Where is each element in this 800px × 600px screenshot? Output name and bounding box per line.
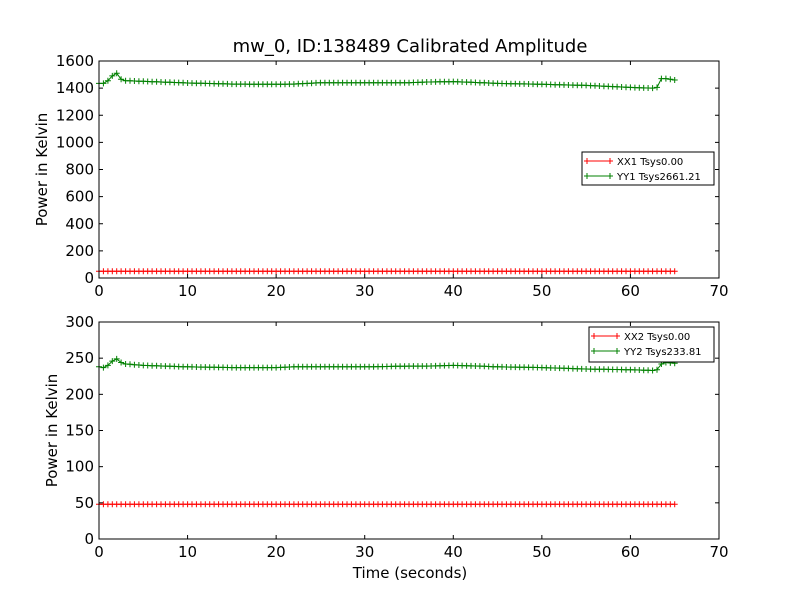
y-tick-label: 0 xyxy=(84,269,94,287)
y-tick-label: 600 xyxy=(65,188,94,206)
data-point xyxy=(654,84,660,91)
y-axis-label: Power in Kelvin xyxy=(43,374,61,488)
y-tick-label: 0 xyxy=(84,530,94,548)
legend: XX2 Tsys0.00 YY2 Tsys233.81 xyxy=(588,326,715,363)
data-point xyxy=(104,362,111,369)
legend-marker xyxy=(584,173,590,179)
legend-label: YY1 Tsys2661.21 xyxy=(616,172,701,183)
x-tick-label: 0 xyxy=(94,543,104,561)
x-tick-label: 50 xyxy=(532,543,551,561)
data-point xyxy=(671,77,678,83)
top-subplot: 0 10 20 30 40 50 60 70 0 200 400 600 800 1000 1200 1400… xyxy=(33,52,729,300)
bottom-subplot: 0 10 20 30 40 50 60 70 0 50 100 150 200 250 300 Power i… xyxy=(43,313,729,561)
series-2 xyxy=(96,70,678,92)
legend-label: YY2 Tsys233.81 xyxy=(623,347,702,358)
y-tick-label: 800 xyxy=(65,161,94,179)
legend-marker xyxy=(607,158,613,164)
y-tick-label: 250 xyxy=(65,349,94,367)
series-1 xyxy=(96,501,678,508)
data-point xyxy=(113,70,120,77)
data-point xyxy=(113,355,120,362)
legend-marker xyxy=(614,333,620,339)
x-tick-label: 30 xyxy=(355,282,374,300)
y-tick-label: 100 xyxy=(65,458,94,476)
x-tick-label: 40 xyxy=(444,543,463,561)
data-point xyxy=(104,77,111,84)
legend-label: XX2 Tsys0.00 xyxy=(624,332,690,343)
data-point xyxy=(100,80,107,87)
legend-marker xyxy=(614,348,620,354)
data-point xyxy=(667,76,674,83)
y-tick-label: 1600 xyxy=(56,52,94,70)
x-tick-label: 70 xyxy=(709,282,728,300)
data-point xyxy=(100,364,107,371)
x-tick-label: 60 xyxy=(621,282,640,300)
figure-title: mw_0, ID:138489 Calibrated Amplitude xyxy=(233,36,588,57)
data-point xyxy=(649,85,656,92)
data-point xyxy=(118,359,125,366)
y-tick-label: 50 xyxy=(75,494,94,512)
legend-marker xyxy=(607,173,613,179)
data-point xyxy=(649,367,656,374)
x-tick-label: 0 xyxy=(94,282,104,300)
x-tick-label: 20 xyxy=(267,543,286,561)
x-tick-label: 70 xyxy=(709,543,728,561)
y-tick-label: 200 xyxy=(65,242,94,260)
y-tick-label: 1400 xyxy=(56,79,94,97)
x-tick-label: 10 xyxy=(178,543,197,561)
data-point xyxy=(671,268,678,275)
x-tick-label: 60 xyxy=(621,543,640,561)
y-axis-label: Power in Kelvin xyxy=(33,113,51,227)
legend-box xyxy=(581,151,715,186)
data-point xyxy=(662,75,669,82)
y-tick-label: 1000 xyxy=(56,133,94,151)
data-point xyxy=(671,501,678,508)
y-tick-label: 200 xyxy=(65,385,94,403)
legend-label: XX1 Tsys0.00 xyxy=(617,157,683,168)
x-axis-label: Time (seconds) xyxy=(352,564,468,582)
x-tick-label: 50 xyxy=(532,282,551,300)
y-tick-label: 400 xyxy=(65,215,94,233)
y-tick-label: 300 xyxy=(65,313,94,331)
x-tick-label: 10 xyxy=(178,282,197,300)
legend: XX1 Tsys0.00 YY1 Tsys2661.21 xyxy=(581,151,715,186)
series-2 xyxy=(96,355,678,374)
data-point xyxy=(654,366,660,373)
y-tick-label: 150 xyxy=(65,422,94,440)
data-point xyxy=(109,72,116,79)
x-tick-label: 20 xyxy=(267,282,286,300)
legend-marker xyxy=(584,158,590,164)
series-1 xyxy=(96,268,678,275)
data-point xyxy=(109,358,116,365)
x-tick-label: 30 xyxy=(355,543,374,561)
legend-marker xyxy=(591,348,597,354)
legend-marker xyxy=(591,333,597,339)
x-tick-label: 40 xyxy=(444,282,463,300)
legend-box xyxy=(588,326,715,363)
y-tick-label: 1200 xyxy=(56,106,94,124)
data-point xyxy=(118,76,125,83)
